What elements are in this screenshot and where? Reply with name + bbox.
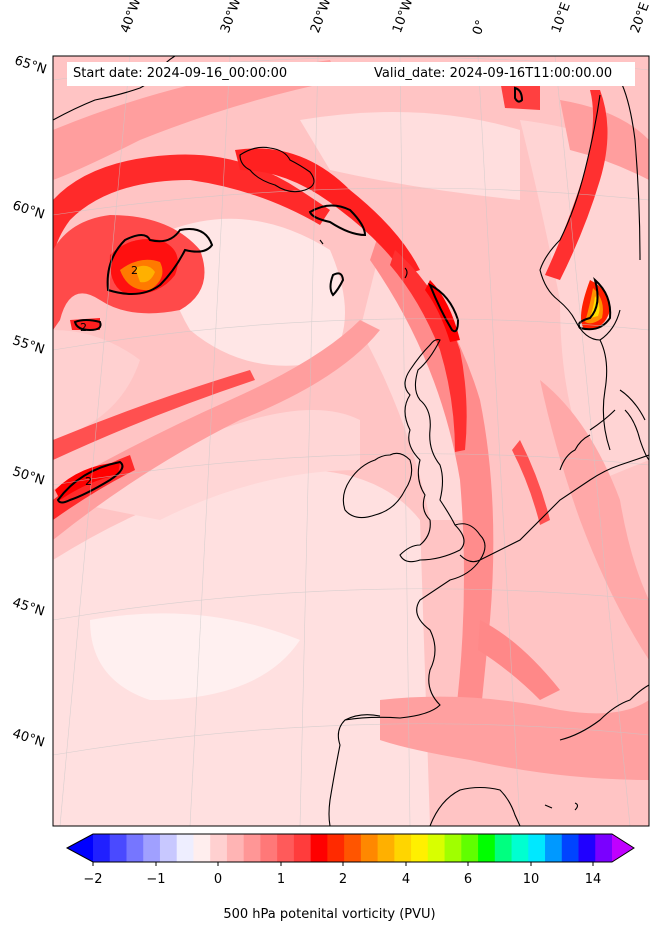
- cb-tick-m2: −2: [83, 872, 103, 887]
- colorbar-segment: [243, 834, 261, 862]
- colorbar-segment: [143, 834, 161, 862]
- colorbar-extend-high: [612, 834, 634, 862]
- cb-tick-m1: −1: [146, 872, 166, 887]
- cb-tick-6: 6: [463, 872, 473, 887]
- colorbar-segment: [210, 834, 228, 862]
- coastlines: [53, 56, 649, 826]
- colorbar-segment: [595, 834, 613, 862]
- colorbar-segment: [545, 834, 563, 862]
- colorbar-segment: [411, 834, 429, 862]
- pv-field: 2 2 2: [53, 56, 649, 826]
- contour-label-3: 2: [85, 475, 92, 488]
- colorbar-segment: [444, 834, 462, 862]
- map-frame: [52, 55, 650, 827]
- colorbar-segment: [427, 834, 446, 862]
- colorbar-segment: [494, 834, 513, 862]
- cb-tick-0: 0: [213, 872, 223, 887]
- start-date: Start date: 2024-09-16_00:00:00: [73, 66, 288, 81]
- colorbar-segment: [461, 834, 479, 862]
- cb-tick-14: 14: [584, 872, 602, 887]
- colorbar-segment: [344, 834, 362, 862]
- colorbar-segment: [394, 834, 412, 862]
- colorbar-segment: [528, 834, 546, 862]
- colorbar-segment: [511, 834, 529, 862]
- colorbar-segment: [109, 834, 127, 862]
- colorbar-segment: [478, 834, 496, 862]
- colorbar-segment: [226, 834, 245, 862]
- colorbar-segment: [293, 834, 312, 862]
- colorbar-extend-low: [67, 834, 93, 862]
- colorbar-segment: [93, 834, 111, 862]
- colorbar-segment: [561, 834, 580, 862]
- colorbar-segment: [277, 834, 295, 862]
- colorbar-segment: [360, 834, 379, 862]
- colorbar-segment: [578, 834, 596, 862]
- colorbar-segment: [260, 834, 278, 862]
- colorbar-segment: [327, 834, 345, 862]
- colorbar-segment: [193, 834, 211, 862]
- header-box: [67, 62, 635, 86]
- colorbar-segment: [126, 834, 144, 862]
- colorbar-segment: [310, 834, 328, 862]
- colorbar-segment: [176, 834, 194, 862]
- contour-label-1: 2: [131, 264, 138, 277]
- cb-tick-4: 4: [401, 872, 411, 887]
- cb-tick-2: 2: [338, 872, 348, 887]
- colorbar-segment: [377, 834, 395, 862]
- cb-tick-1: 1: [276, 872, 286, 887]
- colorbar-label: 500 hPa potenital vorticity (PVU): [223, 907, 436, 922]
- colorbar: [65, 833, 635, 866]
- pv-contours: [56, 86, 612, 504]
- valid-date: Valid_date: 2024-09-16T11:00:00.00: [374, 66, 613, 81]
- cb-tick-10: 10: [522, 872, 540, 887]
- colorbar-segment: [159, 834, 178, 862]
- contour-label-2: 2: [80, 321, 87, 334]
